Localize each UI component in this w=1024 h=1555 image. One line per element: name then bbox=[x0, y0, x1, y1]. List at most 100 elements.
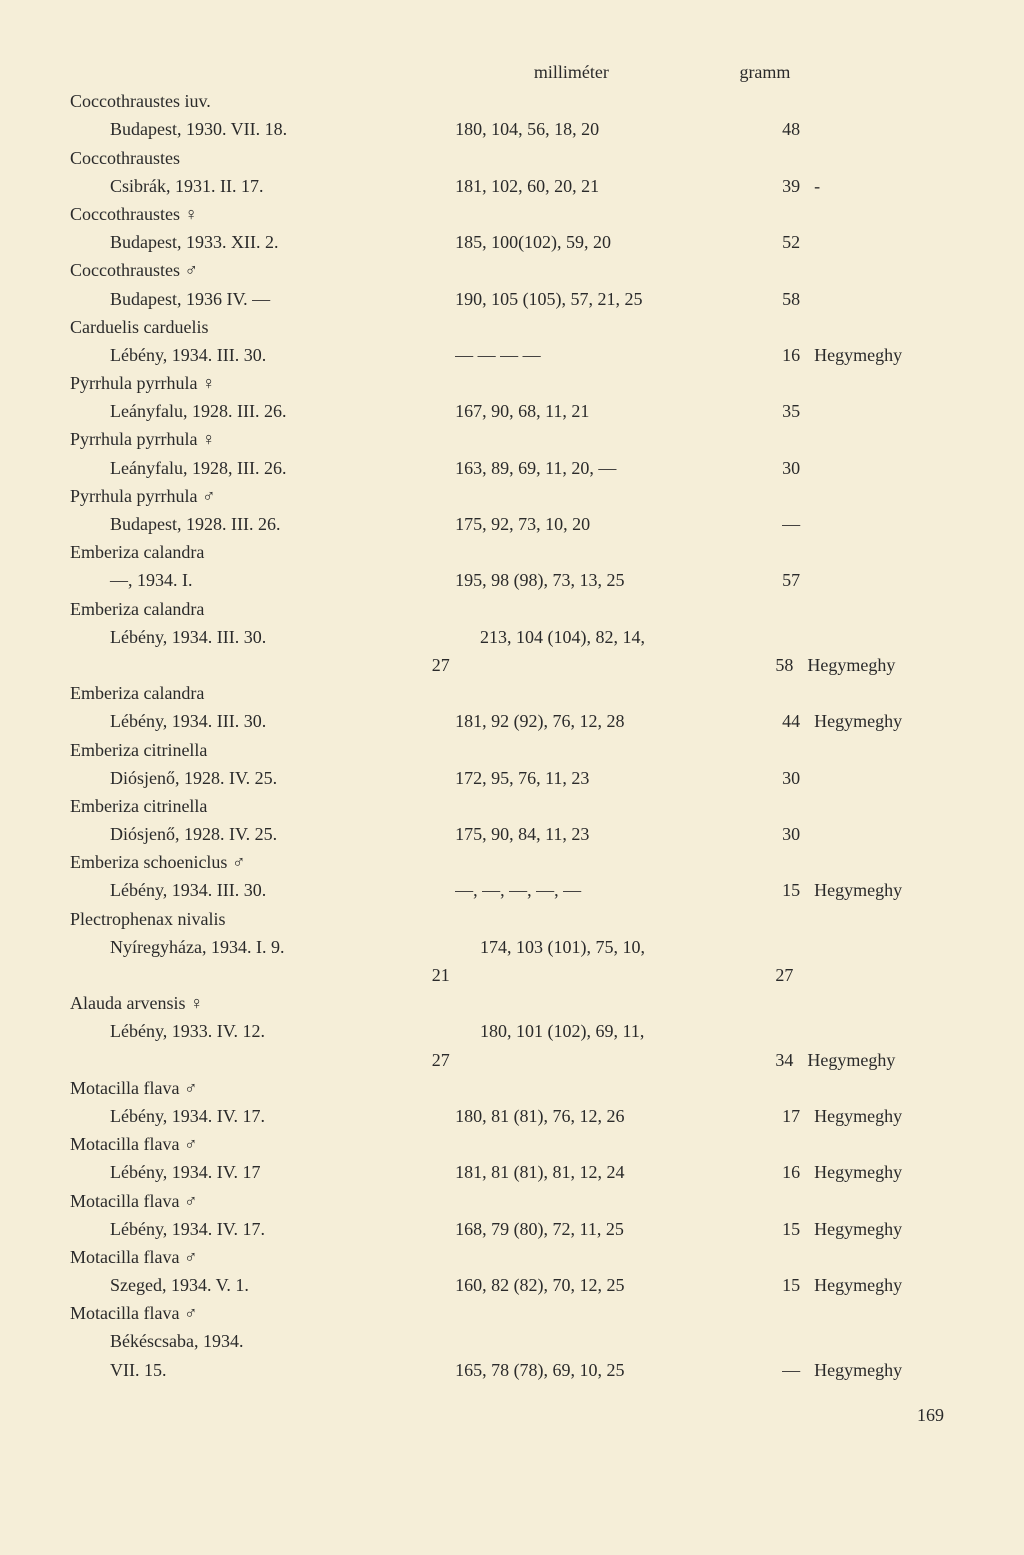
location-text: Diósjenő, 1928. IV. 25. bbox=[70, 822, 455, 847]
weight: 30 bbox=[744, 822, 800, 847]
location-text: Budapest, 1928. III. 26. bbox=[70, 512, 455, 537]
weight: 52 bbox=[744, 230, 800, 255]
species-name: Motacilla flava ♂ bbox=[70, 1076, 440, 1101]
measurements: 213, 104 (104), 82, 14, bbox=[480, 625, 790, 650]
species-name: Motacilla flava ♂ bbox=[70, 1189, 440, 1214]
location-text: Lébény, 1934. III. 30. bbox=[70, 343, 455, 368]
species-row: Motacilla flava ♂ bbox=[70, 1301, 954, 1326]
location-text: Lébény, 1934. IV. 17 bbox=[70, 1160, 455, 1185]
note bbox=[800, 512, 954, 537]
location-row: Lébény, 1934. III. 30.213, 104 (104), 82… bbox=[70, 625, 954, 650]
weight: 57 bbox=[744, 568, 800, 593]
note bbox=[800, 117, 954, 142]
species-row: Motacilla flava ♂ bbox=[70, 1132, 954, 1157]
measurements: 180, 81 (81), 76, 12, 26 bbox=[455, 1104, 744, 1129]
note: Hegymeghy bbox=[793, 653, 954, 678]
column-headers: milliméter gramm bbox=[70, 60, 954, 85]
species-row: Pyrrhula pyrrhula ♀ bbox=[70, 427, 954, 452]
location-row: Lébény, 1933. IV. 12.180, 101 (102), 69,… bbox=[70, 1019, 954, 1044]
continuation-row: 2758Hegymeghy bbox=[70, 653, 954, 678]
note bbox=[800, 456, 954, 481]
species-name: Motacilla flava ♂ bbox=[70, 1245, 440, 1270]
location-text: Leányfalu, 1928. III. 26. bbox=[70, 399, 455, 424]
measurements: — — — — bbox=[455, 343, 744, 368]
species-row: Emberiza schoeniclus ♂ bbox=[70, 850, 954, 875]
species-row: Carduelis carduelis bbox=[70, 315, 954, 340]
measurements: 160, 82 (82), 70, 12, 25 bbox=[455, 1273, 744, 1298]
location-row: Leányfalu, 1928, III. 26.163, 89, 69, 11… bbox=[70, 456, 954, 481]
species-name: Motacilla flava ♂ bbox=[70, 1301, 440, 1326]
species-row: Emberiza citrinella bbox=[70, 738, 954, 763]
weight: 27 bbox=[735, 963, 794, 988]
measurements: 181, 81 (81), 81, 12, 24 bbox=[455, 1160, 744, 1185]
measurements-cont: 27 bbox=[432, 1048, 735, 1073]
location-text: Lébény, 1934. III. 30. bbox=[70, 625, 480, 650]
weight: 58 bbox=[744, 287, 800, 312]
species-row: Pyrrhula pyrrhula ♂ bbox=[70, 484, 954, 509]
measurements: 165, 78 (78), 69, 10, 25 bbox=[455, 1358, 744, 1383]
note: Hegymeghy bbox=[800, 878, 954, 903]
species-row: Plectrophenax nivalis bbox=[70, 907, 954, 932]
measurements-cont: 27 bbox=[432, 653, 735, 678]
location-text: Csibrák, 1931. II. 17. bbox=[70, 174, 455, 199]
species-row: Emberiza calandra bbox=[70, 597, 954, 622]
weight: 17 bbox=[744, 1104, 800, 1129]
location-text: Budapest, 1936 IV. — bbox=[70, 287, 455, 312]
location-text: Lébény, 1934. IV. 17. bbox=[70, 1217, 455, 1242]
measurements: —, —, —, —, — bbox=[455, 878, 744, 903]
weight: 44 bbox=[744, 709, 800, 734]
species-name: Carduelis carduelis bbox=[70, 315, 440, 340]
note bbox=[793, 963, 954, 988]
weight: 15 bbox=[744, 878, 800, 903]
weight: — bbox=[744, 1358, 800, 1383]
measurements: 175, 90, 84, 11, 23 bbox=[455, 822, 744, 847]
location-row: Nyíregyháza, 1934. I. 9.174, 103 (101), … bbox=[70, 935, 954, 960]
note bbox=[800, 287, 954, 312]
measurements: 180, 101 (102), 69, 11, bbox=[480, 1019, 790, 1044]
measurements: 174, 103 (101), 75, 10, bbox=[480, 935, 790, 960]
species-row: Alauda arvensis ♀ bbox=[70, 991, 954, 1016]
species-row: Coccothraustes ♀ bbox=[70, 202, 954, 227]
location-text: Nyíregyháza, 1934. I. 9. bbox=[70, 935, 480, 960]
location-text: Leányfalu, 1928, III. 26. bbox=[70, 456, 455, 481]
species-name: Plectrophenax nivalis bbox=[70, 907, 440, 932]
location-row: Lébény, 1934. IV. 17.168, 79 (80), 72, 1… bbox=[70, 1217, 954, 1242]
header-millimeter: milliméter bbox=[423, 60, 719, 85]
location-row: Lébény, 1934. IV. 17.180, 81 (81), 76, 1… bbox=[70, 1104, 954, 1129]
location-row: Budapest, 1936 IV. —190, 105 (105), 57, … bbox=[70, 287, 954, 312]
species-name: Coccothraustes bbox=[70, 146, 440, 171]
location-row: Csibrák, 1931. II. 17.181, 102, 60, 20, … bbox=[70, 174, 954, 199]
weight: — bbox=[744, 512, 800, 537]
entries-list: Coccothraustes iuv.Budapest, 1930. VII. … bbox=[70, 89, 954, 1383]
continuation-row: 2734Hegymeghy bbox=[70, 1048, 954, 1073]
species-row: Emberiza citrinella bbox=[70, 794, 954, 819]
location-text: —, 1934. I. bbox=[70, 568, 455, 593]
note bbox=[800, 230, 954, 255]
note: Hegymeghy bbox=[800, 343, 954, 368]
species-row: Motacilla flava ♂ bbox=[70, 1189, 954, 1214]
measurements: 190, 105 (105), 57, 21, 25 bbox=[455, 287, 744, 312]
measurements: 167, 90, 68, 11, 21 bbox=[455, 399, 744, 424]
measurements: 181, 102, 60, 20, 21 bbox=[455, 174, 744, 199]
species-name: Emberiza calandra bbox=[70, 540, 440, 565]
weight: 39 bbox=[744, 174, 800, 199]
note: Hegymeghy bbox=[800, 1160, 954, 1185]
species-row: Coccothraustes ♂ bbox=[70, 258, 954, 283]
location-text: Lébény, 1934. III. 30. bbox=[70, 878, 455, 903]
location-row: Lébény, 1934. III. 30.— — — —16Hegymeghy bbox=[70, 343, 954, 368]
measurements: 168, 79 (80), 72, 11, 25 bbox=[455, 1217, 744, 1242]
weight: 58 bbox=[735, 653, 794, 678]
location-text: Szeged, 1934. V. 1. bbox=[70, 1273, 455, 1298]
species-row: Motacilla flava ♂ bbox=[70, 1245, 954, 1270]
weight: 35 bbox=[744, 399, 800, 424]
species-row: Pyrrhula pyrrhula ♀ bbox=[70, 371, 954, 396]
species-name: Alauda arvensis ♀ bbox=[70, 991, 440, 1016]
header-gramm: gramm bbox=[719, 60, 796, 85]
weight: 16 bbox=[744, 343, 800, 368]
location-text: Lébény, 1933. IV. 12. bbox=[70, 1019, 480, 1044]
species-row: Motacilla flava ♂ bbox=[70, 1076, 954, 1101]
location-row: Lébény, 1934. III. 30.181, 92 (92), 76, … bbox=[70, 709, 954, 734]
weight: 34 bbox=[735, 1048, 794, 1073]
species-row: Coccothraustes iuv. bbox=[70, 89, 954, 114]
species-name: Coccothraustes ♀ bbox=[70, 202, 440, 227]
